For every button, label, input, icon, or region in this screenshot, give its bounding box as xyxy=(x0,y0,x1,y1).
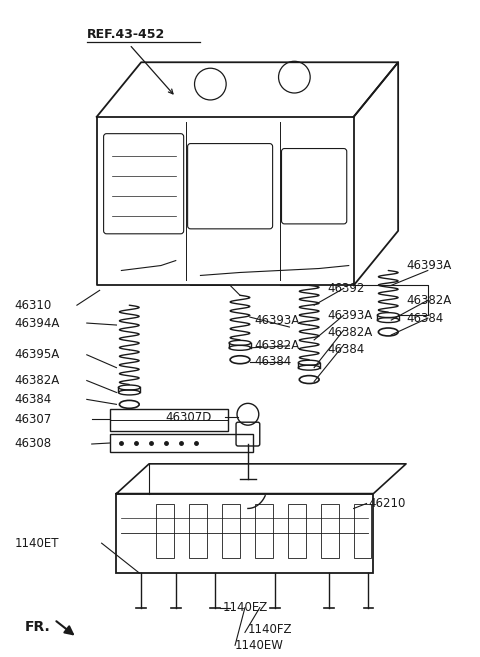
Text: 46395A: 46395A xyxy=(14,348,60,361)
Bar xyxy=(109,434,253,452)
Text: 46384: 46384 xyxy=(406,311,444,325)
Text: 46382A: 46382A xyxy=(327,327,372,340)
Text: FR.: FR. xyxy=(24,620,50,635)
Text: 46393A: 46393A xyxy=(255,313,300,327)
Text: 1140EW: 1140EW xyxy=(235,639,284,652)
Text: 46393A: 46393A xyxy=(406,259,451,272)
Text: 46393A: 46393A xyxy=(327,309,372,322)
Text: 46382A: 46382A xyxy=(406,294,451,307)
Text: 46308: 46308 xyxy=(14,436,52,449)
Text: 46310: 46310 xyxy=(14,299,52,311)
Text: 46392: 46392 xyxy=(327,282,364,295)
Text: 46384: 46384 xyxy=(14,393,52,406)
Text: 46210: 46210 xyxy=(369,497,406,510)
Text: 1140FZ: 1140FZ xyxy=(248,623,292,636)
Text: 46382A: 46382A xyxy=(255,340,300,352)
Bar xyxy=(189,503,207,558)
Text: 46384: 46384 xyxy=(255,355,292,368)
Bar xyxy=(109,409,228,431)
Bar xyxy=(354,503,372,558)
Bar xyxy=(156,503,174,558)
Text: 1140EZ: 1140EZ xyxy=(222,601,267,614)
Text: 1140ET: 1140ET xyxy=(14,537,59,550)
Bar xyxy=(222,503,240,558)
Text: 46307D: 46307D xyxy=(166,411,212,424)
Bar xyxy=(288,503,306,558)
Text: 46307: 46307 xyxy=(14,413,52,426)
Text: REF.43-452: REF.43-452 xyxy=(87,28,165,41)
Bar xyxy=(255,503,273,558)
Text: 46384: 46384 xyxy=(327,344,364,356)
Bar xyxy=(117,493,373,573)
Text: 46382A: 46382A xyxy=(14,374,60,387)
Text: 46394A: 46394A xyxy=(14,317,60,330)
Bar xyxy=(321,503,338,558)
